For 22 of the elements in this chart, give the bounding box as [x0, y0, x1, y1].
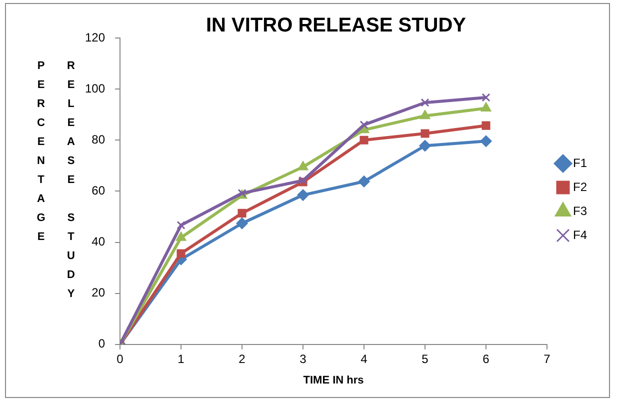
- y-tick-label: 60: [92, 184, 106, 198]
- text: PERCENTAGE RELEASE STUDY: [35, 60, 77, 307]
- legend-label: F4: [572, 228, 588, 242]
- x-tick-label: 2: [238, 352, 246, 366]
- x-axis-title: TIME IN hrs: [303, 374, 364, 386]
- legend-label: F2: [572, 180, 588, 194]
- x-tick-label: 5: [422, 352, 429, 366]
- y-tick-label: 120: [84, 30, 106, 44]
- x-tick-label: 0: [116, 352, 124, 366]
- x-tick-label: 3: [300, 352, 307, 366]
- y-tick-label: 20: [92, 286, 106, 300]
- x-tick-label: 6: [482, 352, 490, 366]
- legend-label: F1: [572, 156, 588, 170]
- legend-label: F3: [572, 204, 588, 218]
- y-tick-label: 100: [84, 81, 106, 96]
- x-tick-label: 7: [544, 352, 551, 366]
- y-tick-label: 40: [92, 234, 106, 249]
- chart-title: IN VITRO RELEASE STUDY: [206, 14, 467, 37]
- x-tick-label: 1: [178, 352, 185, 366]
- y-tick-label: 80: [92, 132, 106, 146]
- y-tick-label: 0: [98, 336, 106, 351]
- x-tick-label: 4: [360, 352, 368, 366]
